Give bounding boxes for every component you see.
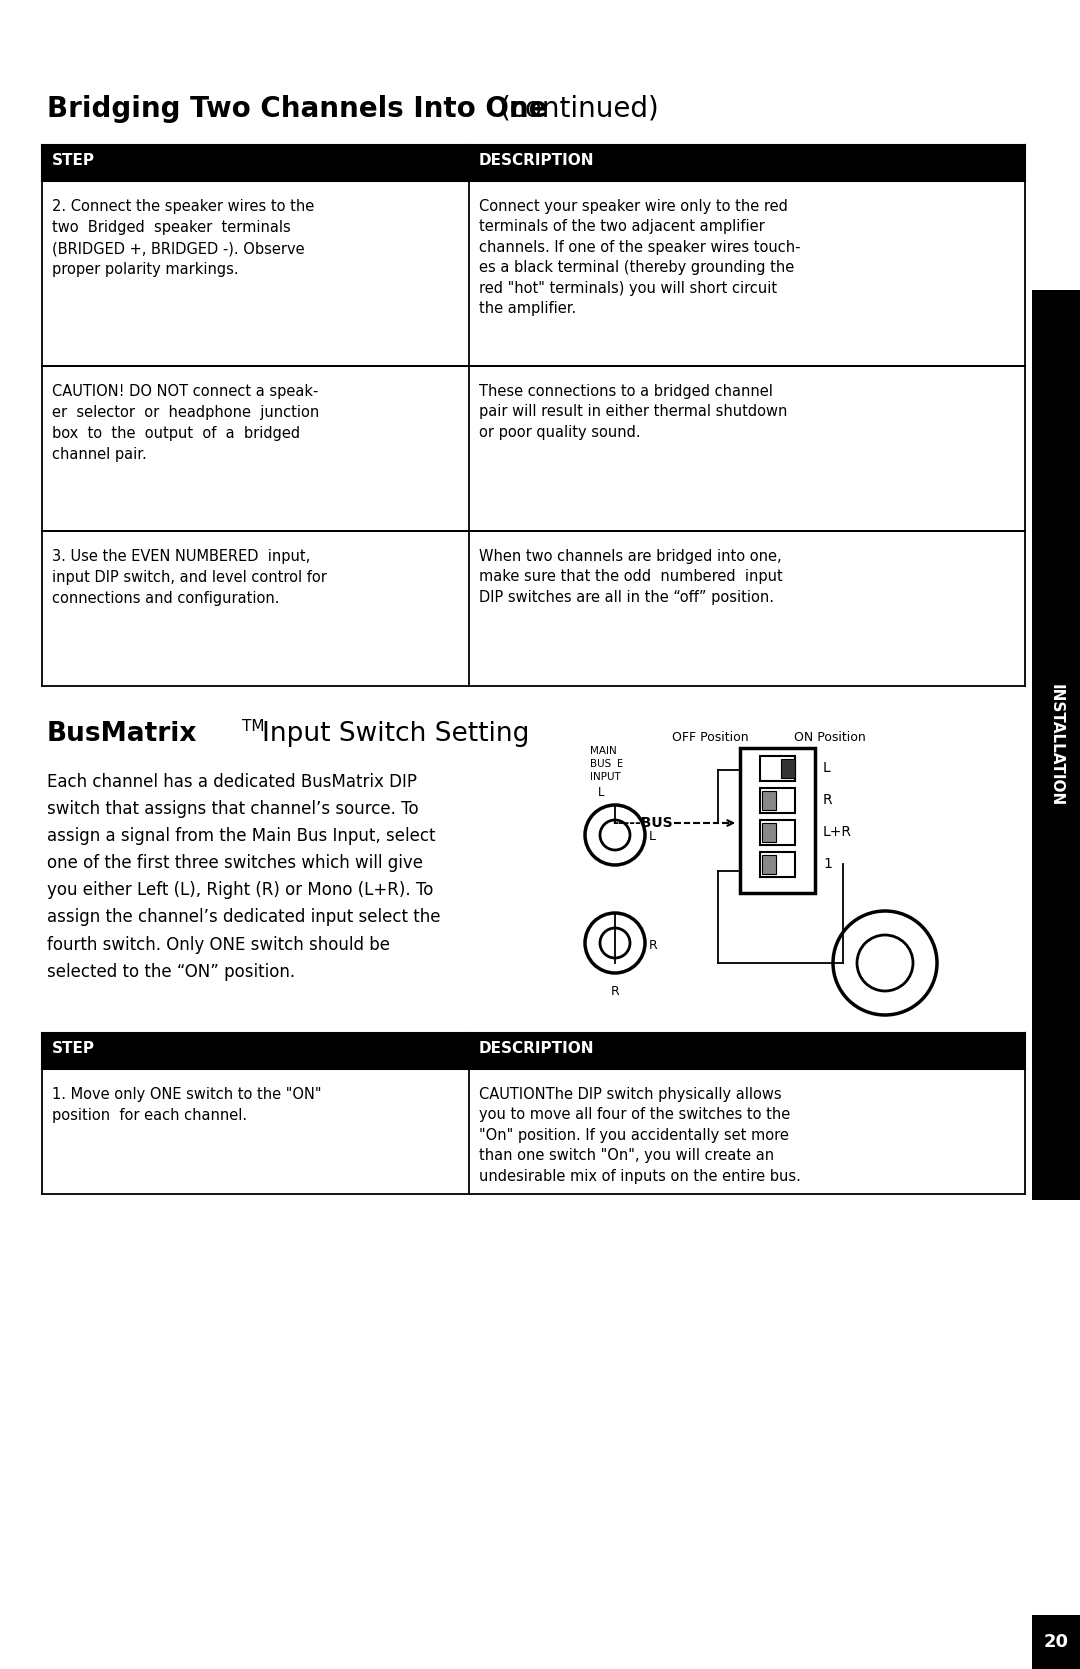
Text: INPUT: INPUT [590,773,621,783]
Bar [762,855,777,875]
Text: CAUTION! DO NOT connect a speak-
er  selector  or  headphone  junction
box  to  : CAUTION! DO NOT connect a speak- er sele… [52,384,320,462]
Bar [760,851,795,876]
Text: 1: 1 [823,858,832,871]
Bar [762,791,777,809]
Text: L: L [823,761,831,776]
Text: 2. Connect the speaker wires to the
two  Bridged  speaker  terminals
(BRIDGED +,: 2. Connect the speaker wires to the two … [52,199,314,277]
Text: (continued): (continued) [500,95,660,124]
Text: Each channel has a dedicated BusMatrix DIP
switch that assigns that channel’s so: Each channel has a dedicated BusMatrix D… [48,773,441,981]
Text: DESCRIPTION: DESCRIPTION [480,154,594,169]
Text: MAIN: MAIN [590,746,617,756]
Text: TM: TM [242,719,265,734]
Text: BusMatrix: BusMatrix [48,721,198,748]
Bar [760,788,795,813]
Text: 20: 20 [1043,1632,1068,1651]
Text: These connections to a bridged channel
pair will result in either thermal shutdo: These connections to a bridged channel p… [480,384,787,441]
Text: -----BUS: -----BUS [612,816,673,829]
Bar [42,145,1025,180]
Text: STEP: STEP [52,1041,95,1056]
Text: When two channels are bridged into one,
make sure that the odd  numbered  input
: When two channels are bridged into one, … [480,549,783,604]
Text: L+R: L+R [823,826,852,840]
Text: CAUTIONThe DIP switch physically allows
you to move all four of the switches to : CAUTIONThe DIP switch physically allows … [480,1087,801,1183]
Text: R: R [610,985,619,998]
Text: STEP: STEP [52,154,95,169]
Text: E: E [617,759,623,769]
Bar [762,823,777,841]
Bar [1032,290,1080,1200]
Text: L: L [649,831,656,843]
Text: R: R [649,938,658,951]
Text: ON Position: ON Position [794,731,866,744]
Bar [42,1033,1025,1070]
Text: Bridging Two Channels Into One: Bridging Two Channels Into One [48,95,548,124]
Text: R: R [823,793,833,808]
Bar [740,748,815,893]
Text: INSTALLATION: INSTALLATION [1049,684,1064,806]
Text: Input Switch Setting: Input Switch Setting [262,721,529,748]
Text: 3. Use the EVEN NUMBERED  input,
input DIP switch, and level control for
connect: 3. Use the EVEN NUMBERED input, input DI… [52,549,327,606]
Text: BUS: BUS [590,759,611,769]
Bar [1032,1616,1080,1669]
Text: DESCRIPTION: DESCRIPTION [480,1041,594,1056]
Bar [760,756,795,781]
Text: OFF Position: OFF Position [672,731,748,744]
Text: Connect your speaker wire only to the red
terminals of the two adjacent amplifie: Connect your speaker wire only to the re… [480,199,800,315]
Bar [781,759,795,778]
Bar [760,819,795,845]
Text: 1. Move only ONE switch to the "ON"
position  for each channel.: 1. Move only ONE switch to the "ON" posi… [52,1087,322,1123]
Text: L: L [598,786,605,799]
